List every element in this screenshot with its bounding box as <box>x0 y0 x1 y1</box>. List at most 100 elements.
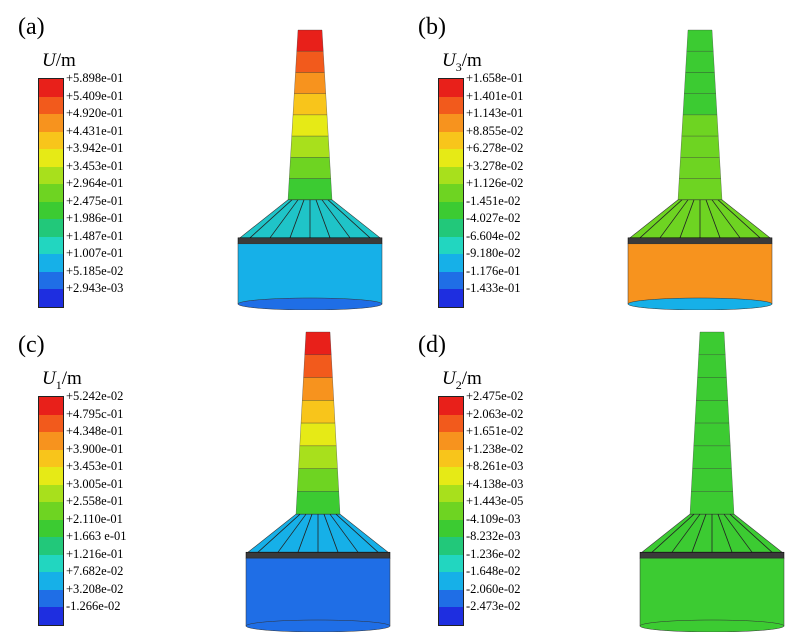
brace-strut <box>717 514 733 553</box>
scale-swatch <box>438 449 464 467</box>
scale-tick-label: -1.648e-02 <box>466 564 521 578</box>
scale-swatch <box>38 502 64 520</box>
legend-unit: /m <box>55 50 76 71</box>
base-cylinder <box>245 557 391 627</box>
scale-swatch <box>438 78 464 97</box>
scale-tick-label: +1.216e-01 <box>66 546 124 561</box>
scale-tick-label: -2.473e-02 <box>466 599 521 613</box>
scale-swatch <box>38 149 64 167</box>
scale-swatch <box>438 96 464 114</box>
panel-c: (c) U1/m +5.242e-02 +4.795c-01 +4.348e-01 +… <box>0 318 400 636</box>
scale-tick-label: +2.964e-01 <box>66 176 124 190</box>
scale-tick-label: +1.658e-01 <box>466 71 524 85</box>
scale-swatch <box>38 131 64 149</box>
tower-segment <box>303 354 333 378</box>
scale-tick-label: +3.942e-01 <box>66 141 124 155</box>
tower-segment <box>694 400 730 424</box>
scale-swatch <box>38 449 64 467</box>
tower-segment <box>696 377 728 401</box>
legend-title: U1/m <box>42 368 82 393</box>
scale-swatch <box>38 467 64 485</box>
scale-ticks: +1.658e-01 +1.401e-01 +1.143e-01 +8.855e-02… <box>466 70 576 298</box>
tower-segment <box>677 178 723 200</box>
scale-swatch <box>38 236 64 254</box>
tower-segment <box>300 400 336 424</box>
scale-tick-label: +7.682e-02 <box>66 564 124 578</box>
scale-swatch <box>38 414 64 432</box>
brace-strut <box>329 513 359 553</box>
legend-subscript: 1 <box>55 377 62 392</box>
scale-tick-label: +3.453e-01 <box>66 459 124 473</box>
color-scale <box>438 396 464 626</box>
base-bottom <box>627 297 773 310</box>
base-cylinder <box>627 243 773 305</box>
scale-tick-label: +1.007e-01 <box>66 246 124 260</box>
scale-tick-label: +4.920e-01 <box>66 106 124 120</box>
panel-label: (c) <box>18 332 45 358</box>
color-scale <box>38 396 64 626</box>
legend-title: U2/m <box>442 368 482 393</box>
panel-label: (b) <box>418 14 446 40</box>
scale-tick-label: -2.060e-02 <box>466 581 521 596</box>
legend-subscript: 2 <box>455 377 462 392</box>
panel-b: (b) U3/m +1.658e-01 +1.401e-01 +1.143e-01 +… <box>400 0 800 318</box>
scale-tick-label: +6.278e-02 <box>466 141 524 155</box>
brace-strut <box>717 199 761 239</box>
scale-swatch <box>38 432 64 450</box>
brace-strut <box>639 199 683 239</box>
deck-ring <box>237 237 383 245</box>
base-bottom <box>245 619 391 632</box>
scale-tick-label: +2.558e-01 <box>66 494 124 508</box>
scale-tick-label: -9.180e-02 <box>466 246 521 260</box>
tower-segment <box>297 468 339 492</box>
tower-segment <box>287 178 333 200</box>
tower-segment <box>684 72 716 94</box>
legend-variable: U <box>42 368 56 389</box>
tower-segment <box>693 422 731 447</box>
scale-swatch <box>438 396 464 415</box>
scale-swatch <box>438 589 464 607</box>
scale-tick-label: +3.453e-01 <box>66 158 124 173</box>
deformed-model-view <box>627 29 773 310</box>
scale-tick-label: -1.236e-02 <box>466 546 521 561</box>
brace-strut <box>327 199 371 239</box>
scale-swatch <box>438 166 464 184</box>
scale-swatch <box>38 484 64 502</box>
scale-tick-label: +5.409e-01 <box>66 88 124 103</box>
tower-segment <box>298 445 338 469</box>
legend-variable: U <box>442 50 456 71</box>
scale-tick-label: +3.208e-02 <box>66 581 124 596</box>
scale-swatch <box>38 96 64 114</box>
deformed-model-view <box>237 29 383 310</box>
tower-segment <box>682 93 718 116</box>
scale-tick-label: +2.475e-01 <box>66 193 124 208</box>
tower-segment <box>685 51 715 73</box>
scale-tick-label: +5.185e-02 <box>66 263 124 278</box>
legend-title: U/m <box>42 50 76 75</box>
scale-swatch <box>38 554 64 572</box>
scale-ticks: +2.475e-02 +2.063e-02 +1.651e-02 +1.238e-02… <box>466 388 576 616</box>
legend-subscript: 3 <box>455 59 462 74</box>
base-cylinder <box>639 557 785 627</box>
panel-label: (a) <box>18 14 45 40</box>
scale-swatch <box>438 236 464 254</box>
brace-strut <box>269 199 299 239</box>
brace-strut <box>691 514 707 553</box>
scale-tick-label: +1.663 e-01 <box>66 529 127 543</box>
scale-swatch <box>438 414 464 432</box>
scale-swatch <box>438 149 464 167</box>
scale-swatch <box>438 114 464 132</box>
color-scale <box>438 78 464 308</box>
scale-swatch <box>38 271 64 289</box>
scale-tick-label: -4.027e-02 <box>466 211 521 225</box>
scale-swatch <box>438 554 464 572</box>
tower-segment <box>686 29 714 52</box>
scale-tick-label: +4.795c-01 <box>66 406 124 421</box>
scale-swatch <box>438 184 464 202</box>
color-scale <box>38 78 64 308</box>
legend-unit: /m <box>461 50 482 71</box>
legend-variable: U <box>42 50 56 71</box>
deformed-model-view <box>639 331 785 632</box>
panel-d: (d) U2/m +2.475e-02 +2.063e-02 +1.651e-02 +… <box>400 318 800 636</box>
scale-swatch <box>438 484 464 502</box>
